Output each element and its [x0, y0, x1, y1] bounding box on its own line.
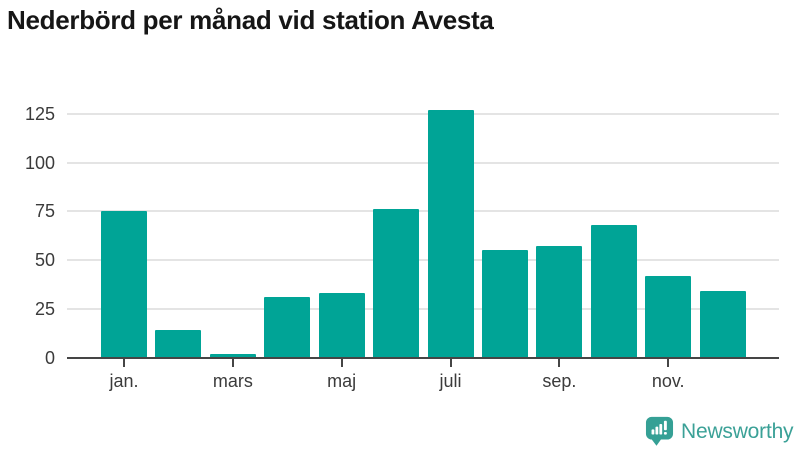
- x-tick-maj: [340, 359, 343, 367]
- y-axis-label-75: 75: [34, 201, 55, 222]
- y-axis-label-0: 0: [44, 347, 55, 368]
- x-tick-nov.: [667, 359, 670, 367]
- gridline-25: [67, 307, 779, 310]
- bar-dec.: [699, 291, 746, 358]
- newsworthy-wordmark: Newsworthy: [681, 419, 794, 443]
- bar-apr.: [264, 297, 311, 358]
- x-axis-label-nov.: nov.: [651, 371, 685, 391]
- y-axis-label-125: 125: [24, 103, 55, 124]
- gridline-50: [67, 259, 779, 261]
- x-axis-label-maj: maj: [327, 371, 357, 391]
- bar-sep.: [536, 246, 583, 358]
- bar-jan.: [101, 211, 147, 358]
- newsworthy-logo[interactable]: Newsworthy: [645, 416, 794, 447]
- x-axis-label-mars: mars: [212, 371, 253, 391]
- y-axis-label-25: 25: [34, 298, 55, 319]
- gridline-100: [67, 161, 779, 164]
- x-axis-label-jan.: jan.: [109, 371, 139, 391]
- y-axis-label-100: 100: [24, 152, 55, 173]
- chart-title: Nederbörd per månad vid station Avesta: [7, 5, 494, 35]
- bar-feb.: [155, 330, 202, 358]
- bar-maj: [318, 293, 365, 358]
- gridline-125: [67, 112, 779, 115]
- bar-juli: [427, 109, 474, 358]
- x-tick-jan.: [123, 359, 125, 367]
- bar-nov.: [645, 275, 692, 358]
- gridline-75: [67, 210, 779, 213]
- x-axis-label-sep.: sep.: [542, 371, 577, 391]
- x-axis-line: [67, 356, 779, 359]
- bar-okt.: [590, 224, 637, 358]
- y-axis-label-50: 50: [34, 250, 55, 270]
- bar-mars: [209, 353, 256, 358]
- x-tick-mars: [231, 359, 234, 367]
- x-tick-sep.: [558, 359, 561, 367]
- x-axis-label-juli: juli: [439, 371, 462, 391]
- x-tick-juli: [449, 359, 452, 367]
- bar-aug.: [481, 250, 528, 358]
- newsworthy-icon: [645, 416, 674, 446]
- bar-juni: [373, 209, 420, 358]
